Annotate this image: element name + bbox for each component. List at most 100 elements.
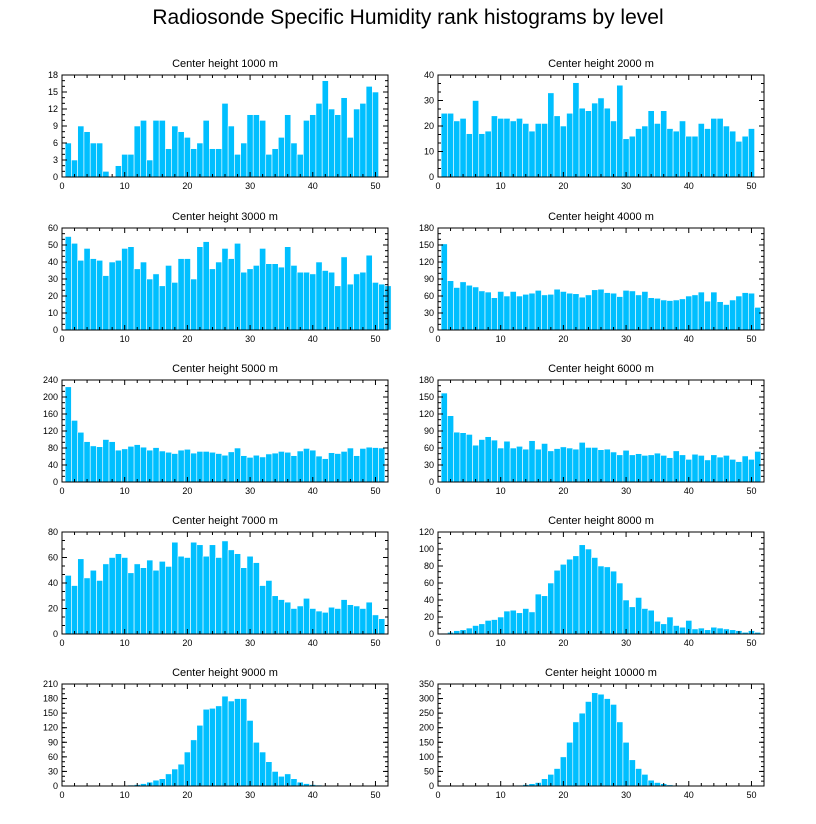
x-tick-label: 10: [120, 334, 130, 344]
histogram-bar: [528, 611, 536, 635]
histogram-bar: [754, 307, 762, 331]
histogram-bar: [616, 582, 624, 635]
histogram-bar: [616, 721, 624, 787]
histogram-bar: [566, 112, 574, 178]
histogram-bar: [202, 120, 210, 178]
x-tick-label: 30: [245, 334, 255, 344]
histogram-bar: [328, 108, 336, 178]
histogram-bar: [227, 125, 235, 178]
x-tick-label: 30: [621, 181, 631, 191]
histogram-bar: [641, 774, 649, 787]
histogram-bar: [64, 236, 72, 331]
histogram-bar: [202, 555, 210, 635]
histogram-bar: [165, 451, 173, 483]
histogram-bar: [102, 563, 110, 635]
y-tick-label: 180: [43, 694, 58, 704]
histogram-bar: [647, 454, 655, 483]
x-tick-label: 10: [120, 638, 130, 648]
histogram-bar: [516, 295, 523, 331]
histogram-bar: [321, 458, 329, 483]
histogram-bar: [597, 565, 605, 635]
histogram-bar: [465, 284, 473, 331]
histogram-bar: [190, 148, 198, 178]
histogram-bar: [509, 609, 517, 635]
histogram-bar: [284, 114, 292, 178]
y-tick-label: 0: [53, 325, 58, 335]
histogram-bar: [497, 447, 505, 483]
y-tick-label: 180: [419, 223, 434, 233]
x-tick-label: 10: [120, 181, 130, 191]
histogram-bar: [578, 544, 586, 635]
histogram-bar: [585, 701, 592, 787]
histogram-bar: [277, 599, 285, 635]
histogram-bar: [440, 392, 448, 483]
histogram-bar: [641, 125, 649, 178]
histogram-bar: [722, 455, 730, 483]
histogram-bar: [158, 120, 166, 178]
x-tick-label: 10: [496, 638, 506, 648]
x-tick-label: 0: [435, 790, 440, 800]
x-tick-label: 0: [435, 486, 440, 496]
y-tick-label: 30: [48, 766, 58, 776]
histogram-bar: [183, 137, 191, 178]
histogram-bar: [641, 291, 649, 331]
histogram-bar: [365, 446, 373, 483]
histogram-bar: [152, 120, 160, 178]
histogram-bar: [553, 288, 561, 331]
histogram-bar: [666, 457, 674, 483]
histogram-bar: [516, 118, 523, 178]
histogram-bar: [528, 440, 536, 483]
histogram-bar: [183, 557, 191, 635]
histogram-bar: [259, 585, 267, 635]
histogram-bar: [610, 451, 617, 483]
histogram-bar: [566, 741, 574, 787]
histogram-bar: [346, 447, 354, 483]
histogram-bar: [635, 128, 643, 178]
panel-title: Center height 4000 m: [548, 211, 654, 223]
histogram-bar: [372, 447, 379, 483]
histogram-bar: [610, 120, 617, 178]
histogram-bar: [77, 259, 85, 331]
histogram-bar: [722, 125, 730, 178]
histogram-bar: [183, 751, 191, 787]
histogram-bar: [252, 114, 260, 178]
histogram-bar: [196, 246, 204, 331]
histogram-bar: [252, 562, 260, 635]
y-tick-label: 0: [429, 781, 434, 791]
histogram-bar: [158, 285, 166, 331]
histogram-bar: [340, 451, 348, 483]
figure-title: Radiosonde Specific Humidity rank histog…: [152, 6, 664, 29]
x-tick-label: 10: [496, 334, 506, 344]
panel-title: Center height 10000 m: [545, 667, 657, 679]
histogram-bar: [221, 540, 229, 635]
histogram-bar: [209, 544, 216, 635]
histogram-bar: [177, 763, 185, 787]
histogram-bar: [591, 102, 599, 178]
histogram-bar: [553, 768, 561, 787]
histogram-bar: [252, 265, 260, 331]
histogram-bar: [114, 449, 122, 483]
y-tick-label: 300: [419, 694, 434, 704]
histogram-bar: [114, 259, 122, 331]
histogram-bar: [215, 261, 223, 331]
histogram-bar: [378, 283, 386, 331]
histogram-bar: [484, 436, 492, 483]
histogram-bar: [83, 248, 91, 331]
histogram-bar: [140, 261, 147, 331]
histogram-bar: [490, 439, 498, 483]
histogram-bar: [748, 128, 755, 178]
histogram-bar: [559, 291, 567, 331]
y-tick-label: 0: [429, 477, 434, 487]
histogram-bar: [240, 271, 248, 331]
histogram-bar: [679, 454, 686, 483]
histogram-bar: [152, 447, 160, 483]
x-tick-label: 30: [245, 638, 255, 648]
y-tick-label: 120: [419, 409, 434, 419]
histogram-bar: [704, 629, 712, 635]
y-tick-label: 6: [53, 138, 58, 148]
histogram-bar: [710, 454, 718, 483]
histogram-bar: [722, 304, 730, 331]
x-tick-label: 10: [496, 181, 506, 191]
histogram-bar: [77, 431, 85, 483]
x-tick-label: 0: [435, 181, 440, 191]
